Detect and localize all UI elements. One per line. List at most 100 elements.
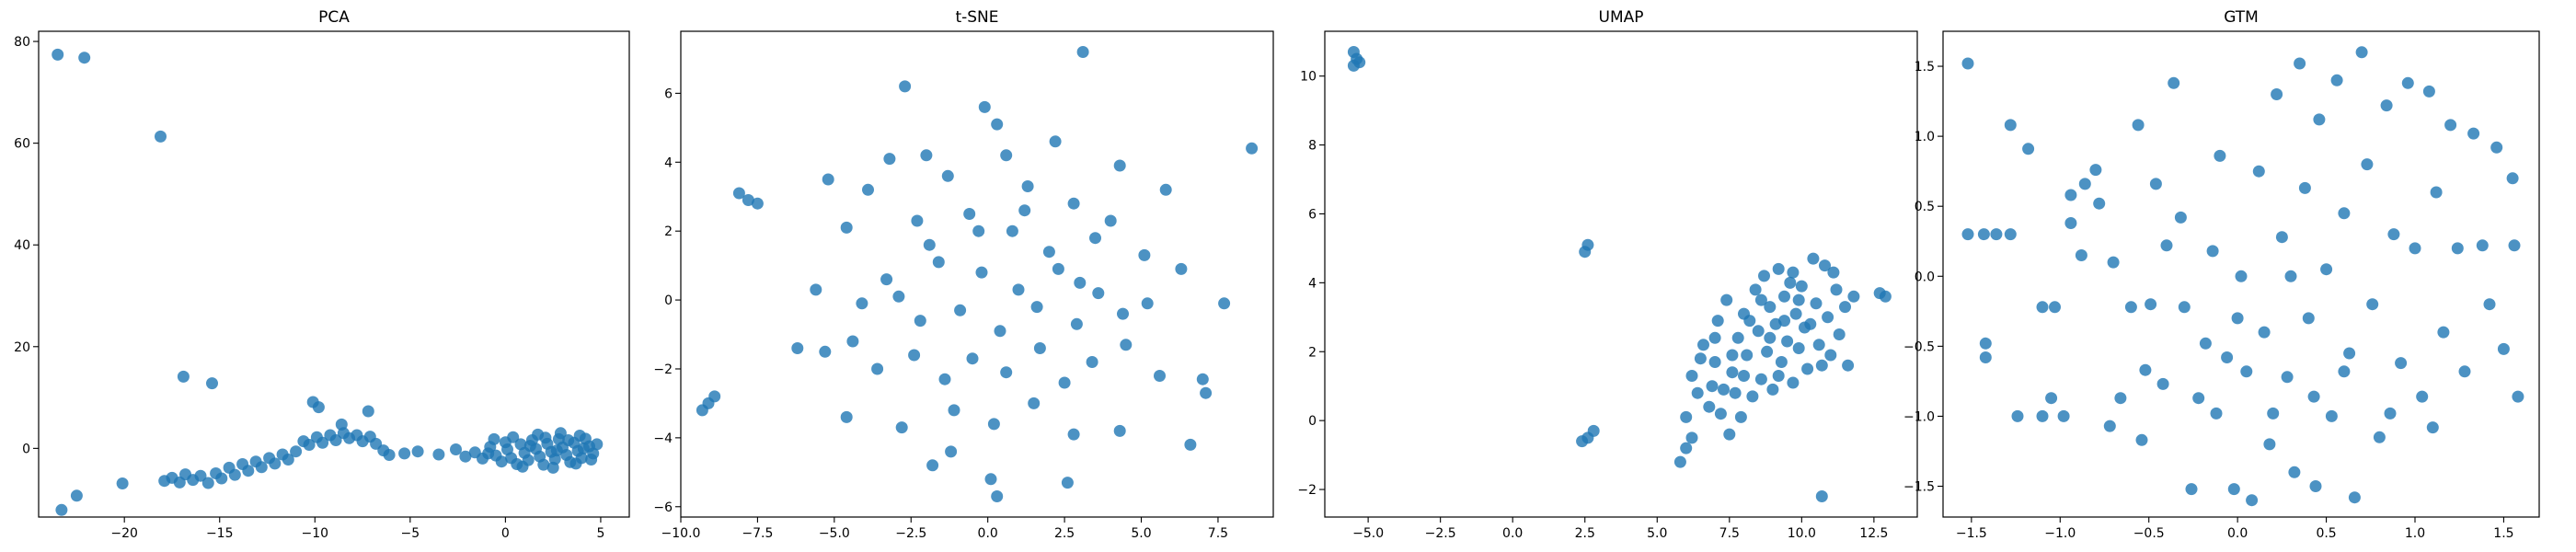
scatter-point: [1347, 59, 1360, 72]
scatter-point: [941, 169, 954, 182]
scatter-point: [2004, 119, 2017, 132]
scatter-point: [1754, 293, 1767, 306]
scatter-point: [1749, 283, 1762, 296]
gtm-panel: GTM −1.5 −1.0 −0.5 0.0 0.5 1.0 1.5 −1.5 −1.0 −0.5…: [1903, 8, 2540, 541]
scatter-point: [2401, 76, 2414, 89]
scatter-point: [1246, 142, 1259, 155]
y-tick-label: −0.5: [1903, 339, 1935, 354]
x-tick-label: −2.5: [895, 526, 926, 541]
x-tick-label: −1.5: [1956, 526, 1987, 541]
scatter-point: [1680, 410, 1693, 423]
scatter-point: [1761, 345, 1774, 358]
scatter-point: [1086, 356, 1098, 368]
y-tick-label: 10: [1300, 70, 1317, 85]
scatter-point: [201, 477, 214, 489]
scatter-point: [269, 457, 282, 470]
scatter-point: [2093, 197, 2106, 210]
y-tick-label: −1.5: [1903, 480, 1935, 495]
scatter-point: [1012, 283, 1025, 296]
y-tick-label: 4: [664, 155, 673, 170]
scatter-point: [1092, 287, 1105, 300]
scatter-point: [2294, 57, 2306, 70]
scatter-point: [908, 349, 921, 362]
scatter-point: [2384, 407, 2397, 420]
scatter-point: [1758, 270, 1770, 282]
scatter-point: [2483, 298, 2496, 311]
scatter-point: [975, 266, 988, 279]
scatter-point: [1042, 246, 1055, 259]
scatter-point: [2235, 270, 2248, 282]
scatter-point: [383, 449, 396, 461]
scatter-point: [329, 434, 342, 446]
scatter-point: [2338, 365, 2351, 378]
umap-title: UMAP: [1599, 8, 1644, 27]
scatter-point: [312, 401, 325, 414]
scatter-point: [585, 454, 598, 466]
scatter-point: [1184, 438, 1197, 451]
scatter-point: [1720, 293, 1733, 306]
scatter-point: [1822, 311, 1834, 324]
scatter-point: [1691, 386, 1704, 399]
scatter-point: [1778, 315, 1790, 328]
y-tick-label: 1.0: [1915, 130, 1935, 144]
y-tick-label: 2: [664, 224, 673, 239]
scatter-point: [2036, 409, 2049, 422]
scatter-point: [2156, 377, 2169, 390]
scatter-point: [2444, 119, 2457, 132]
scatter-point: [2178, 301, 2191, 314]
scatter-point: [1810, 297, 1823, 310]
scatter-point: [2281, 371, 2294, 384]
scatter-point: [78, 52, 91, 64]
scatter-point: [2221, 351, 2234, 363]
scatter-point: [1061, 477, 1074, 489]
scatter-point: [516, 460, 529, 473]
scatter-point: [2036, 301, 2049, 314]
scatter-point: [1833, 328, 1846, 340]
scatter-point: [2078, 178, 2091, 190]
gtm-title: GTM: [2224, 8, 2259, 27]
scatter-point: [819, 345, 832, 358]
x-tick-label: 2.5: [1575, 526, 1595, 541]
scatter-point: [2476, 239, 2489, 252]
tsne-axes-frame: [680, 30, 1274, 518]
scatter-point: [2231, 312, 2244, 325]
scatter-point: [228, 468, 241, 481]
scatter-point: [2437, 326, 2450, 339]
scatter-point: [194, 469, 207, 482]
scatter-point: [1784, 276, 1797, 289]
pca-panel: PCA −20 −15 −10 −5 0 5 0 20 40 60 80: [14, 8, 630, 541]
y-tick-label: 6: [664, 86, 673, 101]
scatter-point: [2107, 256, 2120, 269]
scatter-point: [1734, 410, 1747, 423]
scatter-point: [1961, 57, 1974, 70]
scatter-point: [1711, 315, 1724, 328]
scatter-point: [892, 290, 905, 303]
scatter-point: [2114, 392, 2127, 405]
scatter-point: [290, 445, 303, 458]
scatter-point: [450, 443, 462, 455]
scatter-point: [1067, 428, 1080, 441]
scatter-point: [1196, 373, 1209, 385]
x-tick-label: −5.0: [1352, 526, 1384, 541]
scatter-point: [1074, 276, 1087, 289]
scatter-point: [2192, 392, 2205, 405]
scatter-point: [562, 434, 575, 446]
scatter-point: [1113, 424, 1126, 437]
scatter-point: [282, 454, 294, 466]
scatter-point: [1726, 366, 1739, 379]
scatter-point: [1000, 149, 1013, 162]
x-tick-label: 0.0: [1502, 526, 1523, 541]
scatter-point: [242, 465, 255, 477]
scatter-point: [523, 440, 536, 453]
scatter-point: [1694, 352, 1707, 365]
scatter-point: [2320, 263, 2333, 276]
scatter-point: [1726, 349, 1739, 362]
scatter-point: [1159, 183, 1172, 196]
x-tick-label: −7.5: [742, 526, 773, 541]
scatter-point: [1752, 325, 1765, 338]
gtm-axes-frame: [1942, 30, 2540, 518]
scatter-point: [926, 459, 939, 472]
scatter-point: [2199, 337, 2212, 350]
scatter-point: [1795, 280, 1808, 293]
scatter-point: [2139, 363, 2152, 376]
